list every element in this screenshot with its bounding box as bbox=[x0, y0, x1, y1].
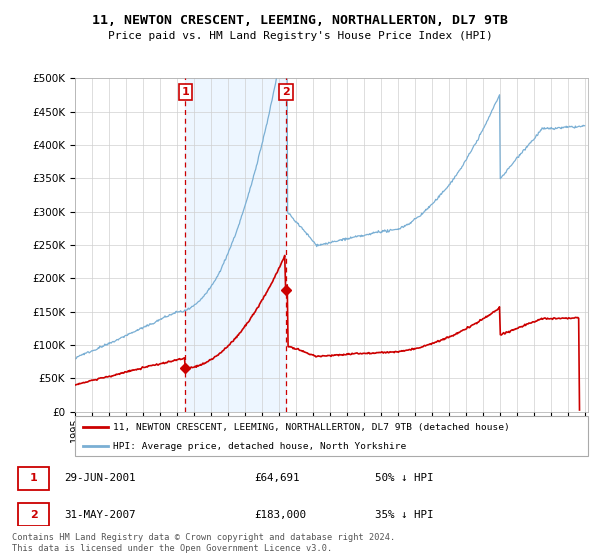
Text: 1: 1 bbox=[30, 473, 38, 483]
Text: Price paid vs. HM Land Registry's House Price Index (HPI): Price paid vs. HM Land Registry's House … bbox=[107, 31, 493, 41]
Text: 11, NEWTON CRESCENT, LEEMING, NORTHALLERTON, DL7 9TB (detached house): 11, NEWTON CRESCENT, LEEMING, NORTHALLER… bbox=[113, 423, 510, 432]
FancyBboxPatch shape bbox=[18, 466, 49, 489]
Text: 31-MAY-2007: 31-MAY-2007 bbox=[64, 510, 136, 520]
Text: £183,000: £183,000 bbox=[254, 510, 306, 520]
Text: 29-JUN-2001: 29-JUN-2001 bbox=[64, 473, 136, 483]
Text: 1: 1 bbox=[182, 87, 189, 97]
Text: 2: 2 bbox=[30, 510, 38, 520]
Text: 2: 2 bbox=[282, 87, 290, 97]
Text: £64,691: £64,691 bbox=[254, 473, 299, 483]
Text: HPI: Average price, detached house, North Yorkshire: HPI: Average price, detached house, Nort… bbox=[113, 442, 407, 451]
FancyBboxPatch shape bbox=[75, 416, 588, 456]
FancyBboxPatch shape bbox=[18, 503, 49, 526]
Text: Contains HM Land Registry data © Crown copyright and database right 2024.
This d: Contains HM Land Registry data © Crown c… bbox=[12, 533, 395, 553]
Text: 35% ↓ HPI: 35% ↓ HPI bbox=[375, 510, 433, 520]
Text: 50% ↓ HPI: 50% ↓ HPI bbox=[375, 473, 433, 483]
Bar bbox=[185, 78, 286, 412]
Text: 11, NEWTON CRESCENT, LEEMING, NORTHALLERTON, DL7 9TB: 11, NEWTON CRESCENT, LEEMING, NORTHALLER… bbox=[92, 14, 508, 27]
